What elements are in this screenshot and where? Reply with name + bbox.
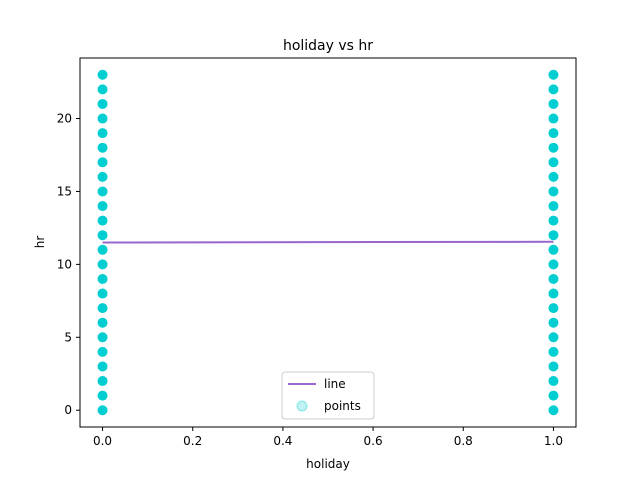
scatter-point (548, 273, 559, 284)
y-tick-label: 20 (57, 112, 72, 126)
scatter-point (97, 288, 108, 299)
scatter-point (97, 171, 108, 182)
scatter-point (548, 230, 559, 241)
x-tick-label: 0.0 (93, 434, 112, 448)
scatter-point (548, 157, 559, 168)
scatter-point (97, 230, 108, 241)
x-tick-label: 0.4 (273, 434, 292, 448)
scatter-point (548, 69, 559, 80)
scatter-point (97, 244, 108, 255)
y-tick-label: 0 (64, 403, 72, 417)
scatter-point (97, 157, 108, 168)
scatter-point (97, 98, 108, 109)
scatter-point (548, 84, 559, 95)
scatter-point (548, 303, 559, 314)
scatter-point (548, 201, 559, 212)
y-axis: 0 5 10 15 20 (57, 112, 80, 417)
scatter-point (97, 186, 108, 197)
scatter-point (548, 113, 559, 124)
scatter-point (548, 128, 559, 139)
scatter-point (548, 244, 559, 255)
plot-frame (79, 57, 577, 428)
scatter-point (97, 113, 108, 124)
scatter-point (548, 361, 559, 372)
x-tick-label: 0.8 (454, 434, 473, 448)
legend-points-swatch (296, 400, 308, 412)
scatter-point (97, 142, 108, 153)
x-axis: 0.0 0.2 0.4 0.6 0.8 1.0 (93, 427, 563, 448)
legend: line points (281, 371, 375, 420)
scatter-point (548, 186, 559, 197)
scatter-point (548, 288, 559, 299)
scatter-point (97, 332, 108, 343)
scatter-point (548, 98, 559, 109)
scatter-point (548, 142, 559, 153)
x-tick-label: 1.0 (544, 434, 563, 448)
scatter-point (97, 259, 108, 270)
y-axis-label: hr (33, 236, 47, 249)
scatter-point (548, 215, 559, 226)
scatter-point (97, 201, 108, 212)
scatter-point (97, 317, 108, 328)
scatter-point (97, 346, 108, 357)
scatter-point (97, 84, 108, 95)
scatter-point (548, 259, 559, 270)
scatter-point (97, 390, 108, 401)
scatter-point (97, 303, 108, 314)
legend-label-line: line (324, 377, 346, 391)
y-tick-label: 5 (64, 330, 72, 344)
y-tick-label: 10 (57, 257, 72, 271)
scatter-point (548, 405, 559, 416)
scatter-point (548, 376, 559, 387)
y-tick-label: 15 (57, 184, 72, 198)
chart-title: holiday vs hr (283, 38, 373, 54)
scatter-point (97, 361, 108, 372)
legend-label-points: points (324, 399, 361, 413)
scatter-point (97, 376, 108, 387)
scatter-point (97, 273, 108, 284)
series-line (102, 240, 554, 244)
scatter-point (548, 317, 559, 328)
scatter-point (97, 69, 108, 80)
x-tick-label: 0.2 (183, 434, 202, 448)
scatter-point (548, 171, 559, 182)
scatter-point (548, 390, 559, 401)
scatter-point (97, 405, 108, 416)
x-tick-label: 0.6 (364, 434, 383, 448)
scatter-point (97, 128, 108, 139)
scatter-point (548, 346, 559, 357)
scatter-point (548, 332, 559, 343)
plot-area (97, 69, 559, 416)
x-axis-label: holiday (306, 457, 350, 471)
scatter-point (97, 215, 108, 226)
